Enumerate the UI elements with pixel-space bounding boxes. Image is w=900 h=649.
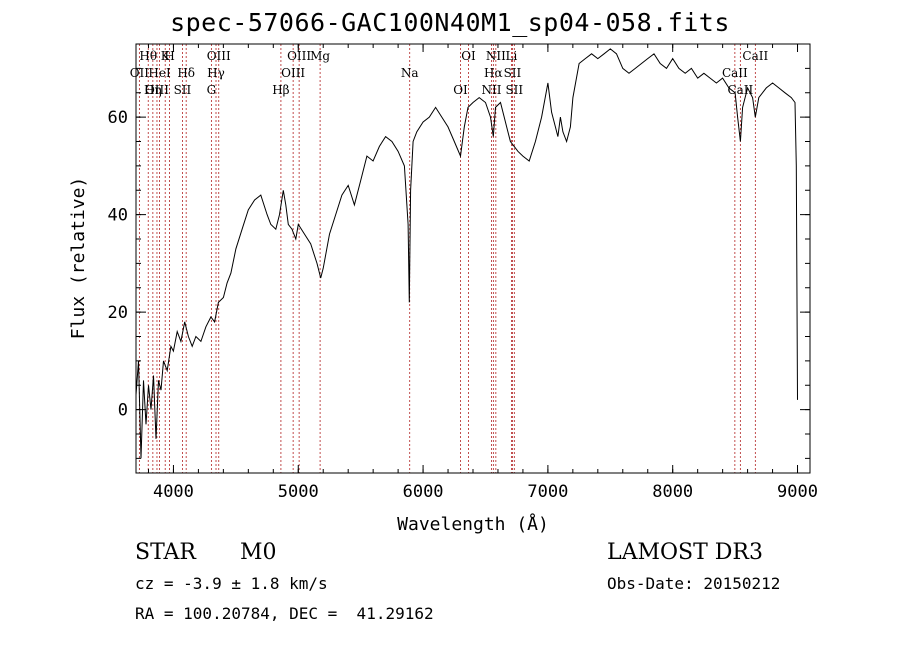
x-tick-label: 9000 [777,482,818,502]
marker-label: Hβ [272,83,289,97]
marker-label: SII [504,66,522,80]
x-axis-label: Wavelength (Å) [397,513,549,535]
redshift-velocity: cz = -3.9 ± 1.8 km/s [135,574,328,593]
marker-label: Mg [310,49,330,63]
marker-label: NII [481,83,501,97]
marker-label: CaII [727,83,753,97]
marker-label: Na [401,66,419,80]
marker-label: H [164,49,174,63]
marker-label: Hγ [207,66,225,80]
y-tick-label: 0 [118,401,128,421]
marker-label: OIII [287,49,311,63]
flux-series-line [135,48,798,459]
y-tick-label: 40 [108,206,128,226]
x-tick-label: 6000 [403,482,444,502]
marker-label: CaII [722,66,748,80]
x-tick-label: 4000 [153,482,194,502]
observation-date: Obs-Date: 20150212 [607,574,781,593]
chart-title: spec-57066-GAC100N40M1_sp04-058.fits [170,8,730,37]
y-tick-label: 60 [108,108,128,128]
marker-label: OIII [145,83,169,97]
sky-coordinates: RA = 100.20784, DEC = 41.29162 [135,604,434,623]
x-tick-label: 8000 [652,482,693,502]
marker-label: OIII [281,66,305,80]
marker-label: K [161,49,171,63]
object-subclass: M0 [240,540,277,565]
marker-label: OIII [207,49,231,63]
marker-label: CaII [742,49,768,63]
marker-label: OII [130,66,150,80]
marker-label: SII [174,83,192,97]
survey-name: LAMOST DR3 [607,540,763,565]
marker-label: NII [486,49,506,63]
marker-label: SII [505,83,523,97]
marker-label: Hη [144,83,162,97]
marker-label: HeI [148,66,171,80]
marker-label: Hα [484,66,503,80]
line-markers [138,44,756,473]
marker-label: Li [506,49,518,63]
marker-label: OI [461,49,476,63]
y-tick-label: 20 [108,303,128,323]
marker-label: Hδ [177,66,195,80]
marker-label: G [207,83,217,97]
plot-frame [135,43,811,474]
x-tick-label: 7000 [527,482,568,502]
x-axis-ticks: 4000 5000 6000 7000 8000 9000 [147,44,818,502]
x-tick-label: 5000 [278,482,319,502]
marker-label: Hθ [139,49,157,63]
object-class: STAR [135,540,196,565]
line-marker-labels: Hθ OII OIII K HeI Hη HHδ SII OIII Hγ G OIII OIII Hβ Mg… [130,49,769,97]
y-axis-label: Flux (relative) [68,177,89,340]
y-axis-ticks: 0 20 40 60 [108,67,810,459]
marker-label: OI [453,83,468,97]
